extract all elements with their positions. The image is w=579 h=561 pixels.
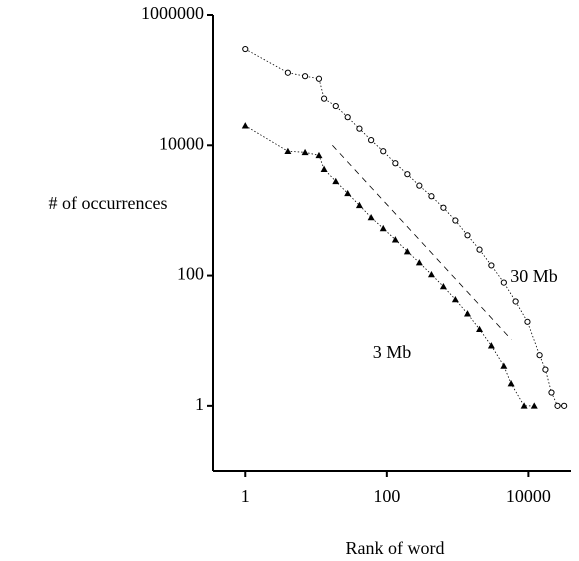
point xyxy=(561,402,568,409)
point xyxy=(476,246,483,253)
point xyxy=(368,137,375,144)
point xyxy=(367,213,375,221)
point xyxy=(542,366,549,373)
point xyxy=(530,402,538,409)
point xyxy=(332,102,339,110)
point xyxy=(301,148,309,156)
point xyxy=(451,295,459,303)
point xyxy=(392,160,399,167)
series-label: 3 Mb xyxy=(373,342,412,362)
point xyxy=(452,217,459,224)
series-label: 30 Mb xyxy=(510,266,558,286)
point xyxy=(476,325,484,333)
point xyxy=(380,148,387,155)
point xyxy=(284,147,292,155)
y-tick-label: 1000000 xyxy=(141,3,204,23)
point xyxy=(404,171,411,178)
point xyxy=(488,262,495,269)
point xyxy=(321,95,328,102)
x-axis-label: Rank of word xyxy=(346,538,445,558)
y-tick-label: 100 xyxy=(177,264,204,284)
point xyxy=(512,298,519,305)
x-tick-label: 10000 xyxy=(506,486,551,506)
point xyxy=(355,201,363,209)
point xyxy=(391,236,399,243)
point xyxy=(332,177,340,185)
y-tick-label: 10000 xyxy=(159,133,204,153)
point xyxy=(548,389,555,396)
point xyxy=(487,342,495,349)
point xyxy=(428,193,435,200)
point xyxy=(554,402,561,409)
point xyxy=(524,318,531,325)
point xyxy=(284,69,291,76)
point xyxy=(315,75,323,82)
point xyxy=(416,182,423,189)
point xyxy=(464,232,471,239)
point xyxy=(320,165,328,172)
point xyxy=(415,259,423,266)
point xyxy=(344,189,352,197)
point xyxy=(464,310,472,317)
point xyxy=(379,224,387,232)
x-tick-label: 1 xyxy=(241,486,250,506)
point xyxy=(427,270,435,278)
y-axis-label: # of occurrences xyxy=(49,193,168,213)
point xyxy=(344,114,351,121)
series-line xyxy=(245,125,535,407)
y-tick-label: 1 xyxy=(195,394,204,414)
point xyxy=(439,282,447,290)
guide-line xyxy=(332,145,512,340)
x-tick-label: 100 xyxy=(373,486,400,506)
point xyxy=(507,380,515,387)
point xyxy=(301,73,309,80)
point xyxy=(356,125,363,132)
point xyxy=(241,122,249,129)
point xyxy=(403,248,411,255)
point xyxy=(242,45,249,53)
point xyxy=(500,362,508,369)
point xyxy=(440,204,447,211)
point xyxy=(520,402,528,409)
point xyxy=(500,279,507,286)
point xyxy=(315,151,323,159)
point xyxy=(536,352,543,359)
